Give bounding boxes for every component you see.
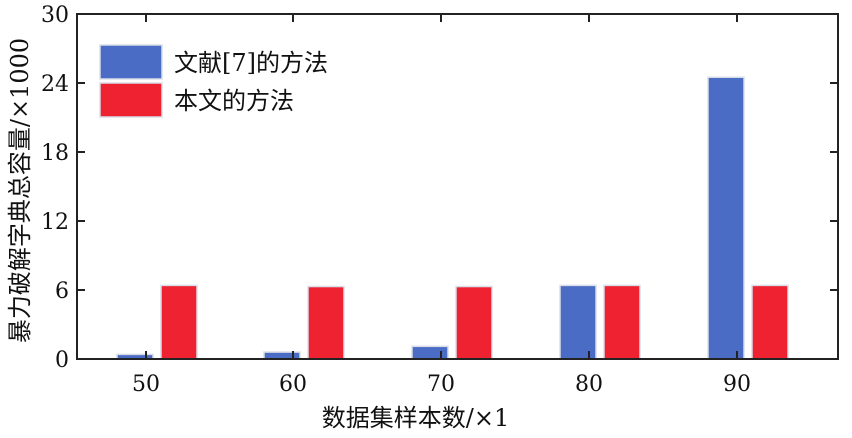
bar-series-2-50 (160, 284, 198, 360)
y-tick-label: 12 (41, 210, 69, 235)
bar-series-1-90 (707, 76, 745, 360)
plot-frame (76, 13, 839, 360)
y-tick-label: 6 (55, 279, 69, 304)
y-tick-label: 18 (41, 141, 69, 166)
ticks-layer: 0 6 12 18 24 30 50 60 70 80 90 (41, 3, 838, 397)
y-tick-label: 24 (41, 72, 69, 97)
bar-series-1-80 (559, 284, 597, 360)
bar-series-2-80 (603, 284, 641, 360)
x-tick-label: 60 (279, 372, 307, 397)
legend-swatch-series-1 (99, 44, 163, 80)
bar-series-1-70 (411, 345, 449, 360)
bar-series-1-60 (263, 351, 301, 360)
x-axis-label: 数据集样本数/×1 (322, 404, 509, 432)
bar-series-2-90 (751, 284, 789, 360)
y-tick-label: 0 (55, 348, 69, 373)
x-tick-label: 80 (575, 372, 603, 397)
legend-label-series-1: 文献[7]的方法 (174, 49, 328, 77)
y-axis-label: 暴力破解字典总容量/×1000 (6, 38, 34, 343)
x-tick-label: 50 (132, 372, 160, 397)
y-tick-label: 30 (41, 3, 69, 28)
bar-series-2-70 (455, 285, 493, 360)
legend-swatch-series-2 (99, 82, 163, 118)
x-tick-label: 70 (427, 372, 455, 397)
bar-series-2-60 (307, 285, 345, 360)
legend: 文献[7]的方法 本文的方法 (99, 44, 328, 118)
x-tick-label: 90 (723, 372, 751, 397)
legend-label-series-2: 本文的方法 (174, 87, 294, 115)
bars-layer (116, 76, 789, 360)
